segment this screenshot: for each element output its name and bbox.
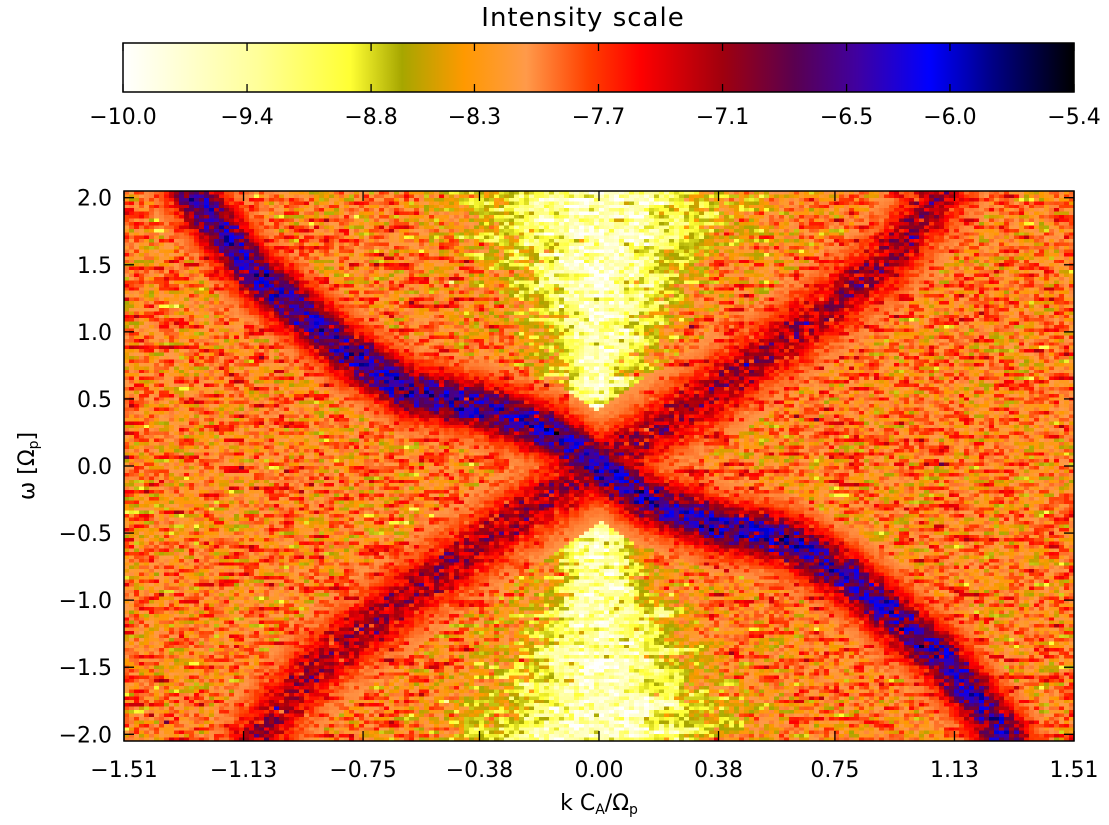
plot-frame [123, 190, 1075, 742]
x-tick-label: 0.75 [810, 758, 859, 783]
colorbar-tick-label: −8.8 [344, 105, 397, 130]
x-tick-label: 1.13 [930, 758, 979, 783]
x-axis-ticks: −1.51 −1.13 −0.75 −0.38 0.00 0.38 0.75 1.13 1.51 [90, 191, 1098, 783]
colorbar-ticks: −10.0 −9.4 −8.8 −8.3 −7.7 −7.1 −6.5 −6.0 −5.4 [89, 43, 1101, 130]
x-tick-label: 0.38 [694, 758, 743, 783]
y-axis-label-end: ] [15, 432, 40, 441]
x-axis-label: k CA/Ωp [560, 791, 638, 818]
colorbar [122, 42, 1075, 93]
colorbar-tick-label: −7.7 [572, 105, 625, 130]
x-axis-label-main: k C [560, 791, 595, 816]
colorbar-tick-label: −5.4 [1047, 105, 1100, 130]
y-tick-label: 1.0 [77, 321, 112, 346]
y-tick-label: 0.5 [77, 388, 112, 413]
x-axis-label-mid: /Ω [605, 791, 629, 816]
x-tick-label: −1.13 [210, 758, 277, 783]
y-axis-label-sub: p [26, 440, 42, 449]
y-axis-ticks: 2.0 1.5 1.0 0.5 0.0 −0.5 −1.0 −1.5 −2.0 [59, 187, 1074, 748]
colorbar-tick-label: −8.3 [448, 105, 501, 130]
x-axis-label-sub2: p [629, 802, 638, 818]
colorbar-tick-label: −7.1 [696, 105, 749, 130]
y-tick-label: 0.0 [77, 455, 112, 480]
colorbar-tick-label: −6.0 [923, 105, 976, 130]
x-tick-label: −0.38 [446, 758, 513, 783]
y-tick-label: −1.0 [59, 589, 112, 614]
y-tick-label: −2.0 [59, 723, 112, 748]
x-tick-label: −1.51 [90, 758, 157, 783]
y-axis-label: ω [Ωp] [15, 432, 42, 500]
colorbar-tick-label: −6.5 [820, 105, 873, 130]
x-axis-label-sub: A [595, 802, 605, 818]
x-tick-label: −0.75 [329, 758, 396, 783]
x-tick-label: 1.51 [1050, 758, 1099, 783]
x-tick-label: 0.00 [575, 758, 624, 783]
y-tick-label: −0.5 [59, 522, 112, 547]
colorbar-tick-label: −10.0 [89, 105, 156, 130]
heatmap-image [124, 191, 1074, 741]
y-tick-label: −1.5 [59, 656, 112, 681]
y-axis-label-main: ω [Ω [15, 449, 40, 500]
y-tick-label: 2.0 [77, 187, 112, 212]
colorbar-tick-label: −9.4 [220, 105, 273, 130]
y-tick-label: 1.5 [77, 254, 112, 279]
colorbar-title: Intensity scale [481, 3, 684, 33]
